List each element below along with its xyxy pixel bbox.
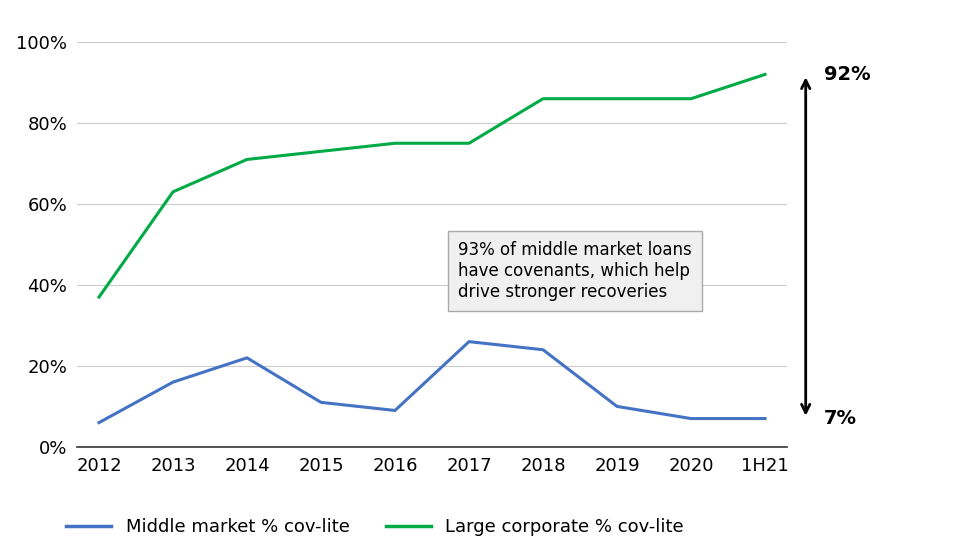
Text: 92%: 92% [825,65,871,84]
Text: 93% of middle market loans
have covenants, which help
drive stronger recoveries: 93% of middle market loans have covenant… [458,241,691,301]
Text: 7%: 7% [825,409,857,428]
Legend: Middle market % cov-lite, Large corporate % cov-lite: Middle market % cov-lite, Large corporat… [60,511,691,543]
